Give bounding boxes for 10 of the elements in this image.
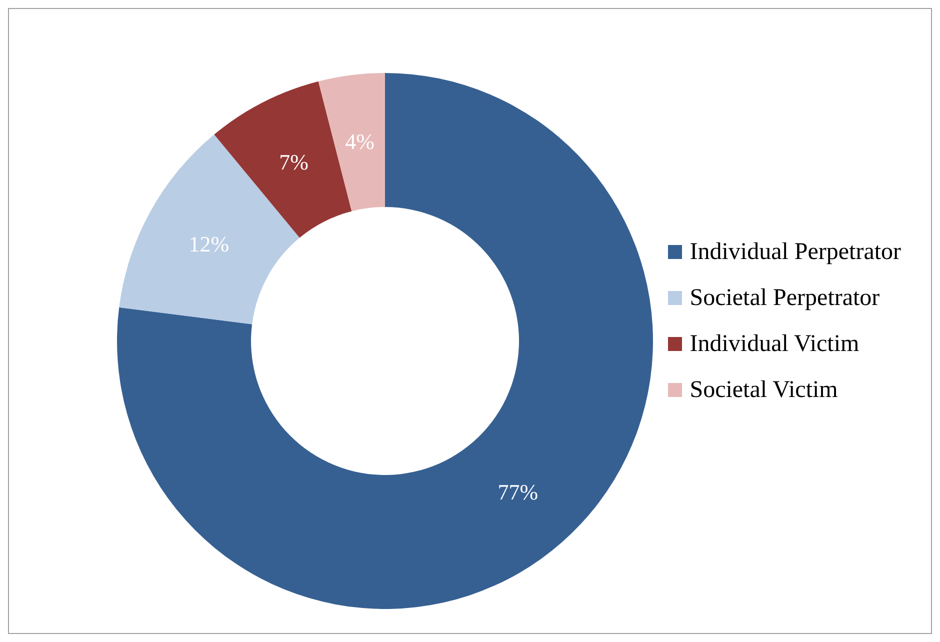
donut-slice <box>117 73 653 609</box>
legend-label: Societal Victim <box>690 376 838 404</box>
donut-slice <box>318 73 385 212</box>
legend-label: Individual Perpetrator <box>690 238 901 266</box>
legend-label: Societal Perpetrator <box>690 284 880 312</box>
data-label: 4% <box>345 129 374 154</box>
data-label: 7% <box>279 149 308 174</box>
data-label: 12% <box>188 232 230 257</box>
data-label: 77% <box>498 479 538 504</box>
legend-label: Individual Victim <box>690 330 860 358</box>
